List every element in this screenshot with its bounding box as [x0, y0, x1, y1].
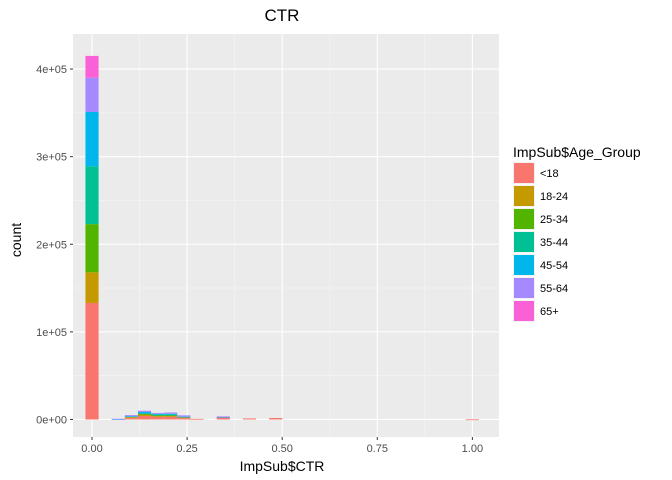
- bar-segment: [137, 415, 152, 420]
- legend-item: 25-34: [513, 208, 568, 230]
- bar-segment: [177, 415, 191, 417]
- x-tick-label: 0.25: [176, 443, 197, 455]
- bar-segment: [85, 77, 99, 112]
- bar-segment: [164, 415, 178, 416]
- bar-segment: [85, 55, 99, 78]
- bar-segment: [137, 413, 152, 415]
- bar-segment: [216, 416, 230, 418]
- y-tick-label: 2e+05: [36, 239, 67, 251]
- bar-segment: [164, 416, 178, 420]
- legend-item: 35-44: [513, 231, 568, 253]
- y-tick-label: 3e+05: [36, 152, 67, 164]
- x-tick-label: 0.50: [271, 443, 292, 455]
- bar-segment: [242, 418, 257, 420]
- bar-segment: [151, 414, 165, 416]
- bar-segment: [85, 272, 99, 303]
- bar-segment: [151, 415, 165, 417]
- legend-item: <18: [513, 162, 559, 184]
- bar-segment: [177, 418, 191, 420]
- legend-swatch: [514, 209, 534, 229]
- bar-segment: [151, 413, 165, 415]
- plot-panel: [73, 34, 499, 437]
- x-tick-label: 0.00: [81, 443, 102, 455]
- bar-segment: [85, 166, 99, 225]
- grid-minor: [73, 34, 499, 437]
- bar-segment: [190, 418, 204, 420]
- legend-item: 65+: [513, 300, 559, 322]
- legend-label: 35-44: [540, 237, 568, 249]
- bar-segment: [151, 412, 165, 414]
- bar-segment: [137, 413, 152, 415]
- legend-title: ImpSub$Age_Group: [513, 144, 641, 160]
- x-tick-label: 1.00: [462, 443, 483, 455]
- bar-segment: [137, 410, 152, 413]
- legend-swatch: [514, 278, 534, 298]
- bar-segment: [85, 302, 99, 420]
- bar-segment: [124, 418, 138, 420]
- bar-segment: [177, 416, 191, 418]
- bar-segment: [137, 412, 152, 414]
- legend-swatch: [514, 186, 534, 206]
- bar-segment: [465, 419, 479, 421]
- legend-swatch: [514, 163, 534, 183]
- bar-segment: [124, 417, 138, 419]
- bar-segment: [216, 417, 230, 420]
- bar-segment: [164, 412, 178, 414]
- y-axis: 0e+00 1e+05 2e+05 3e+05 4e+05: [36, 64, 73, 426]
- x-axis: 0.00 0.25 0.50 0.75 1.00: [81, 437, 483, 455]
- legend: ImpSub$Age_Group <18 18-24 25-34 35-44 45-54…: [513, 144, 641, 322]
- legend-label: 25-34: [540, 214, 568, 226]
- y-axis-label: count: [8, 223, 24, 257]
- legend-swatch: [514, 255, 534, 275]
- bar-segment: [137, 414, 152, 416]
- bar-segment: [164, 415, 178, 417]
- legend-swatch: [514, 232, 534, 252]
- bar-segment: [151, 416, 165, 420]
- bar-segment: [177, 417, 191, 419]
- bar-segment: [85, 224, 99, 273]
- legend-item: 55-64: [513, 277, 568, 299]
- x-axis-label: ImpSub$CTR: [240, 458, 325, 474]
- bar-segment: [216, 416, 230, 418]
- legend-label: 55-64: [540, 283, 568, 295]
- grid-major: [73, 34, 499, 437]
- legend-label: 18-24: [540, 191, 568, 203]
- bar-segment: [85, 111, 99, 167]
- y-tick-label: 0e+00: [36, 414, 67, 426]
- bar-segment: [124, 416, 138, 418]
- bars: [85, 55, 479, 421]
- bar-segment: [164, 414, 178, 416]
- bar-segment: [124, 415, 138, 417]
- y-tick-label: 4e+05: [36, 64, 67, 76]
- x-tick-label: 0.75: [367, 443, 388, 455]
- bar-segment: [269, 417, 283, 420]
- bar-segment: [164, 413, 178, 415]
- chart-title: CTR: [265, 6, 300, 25]
- legend-item: 18-24: [513, 185, 568, 207]
- legend-swatch: [514, 301, 534, 321]
- bar-segment: [151, 415, 165, 416]
- legend-label: 65+: [540, 306, 559, 318]
- bar-segment: [111, 418, 125, 420]
- y-tick-label: 1e+05: [36, 327, 67, 339]
- legend-label: 45-54: [540, 260, 568, 272]
- legend-label: <18: [540, 168, 559, 180]
- legend-item: 45-54: [513, 254, 568, 276]
